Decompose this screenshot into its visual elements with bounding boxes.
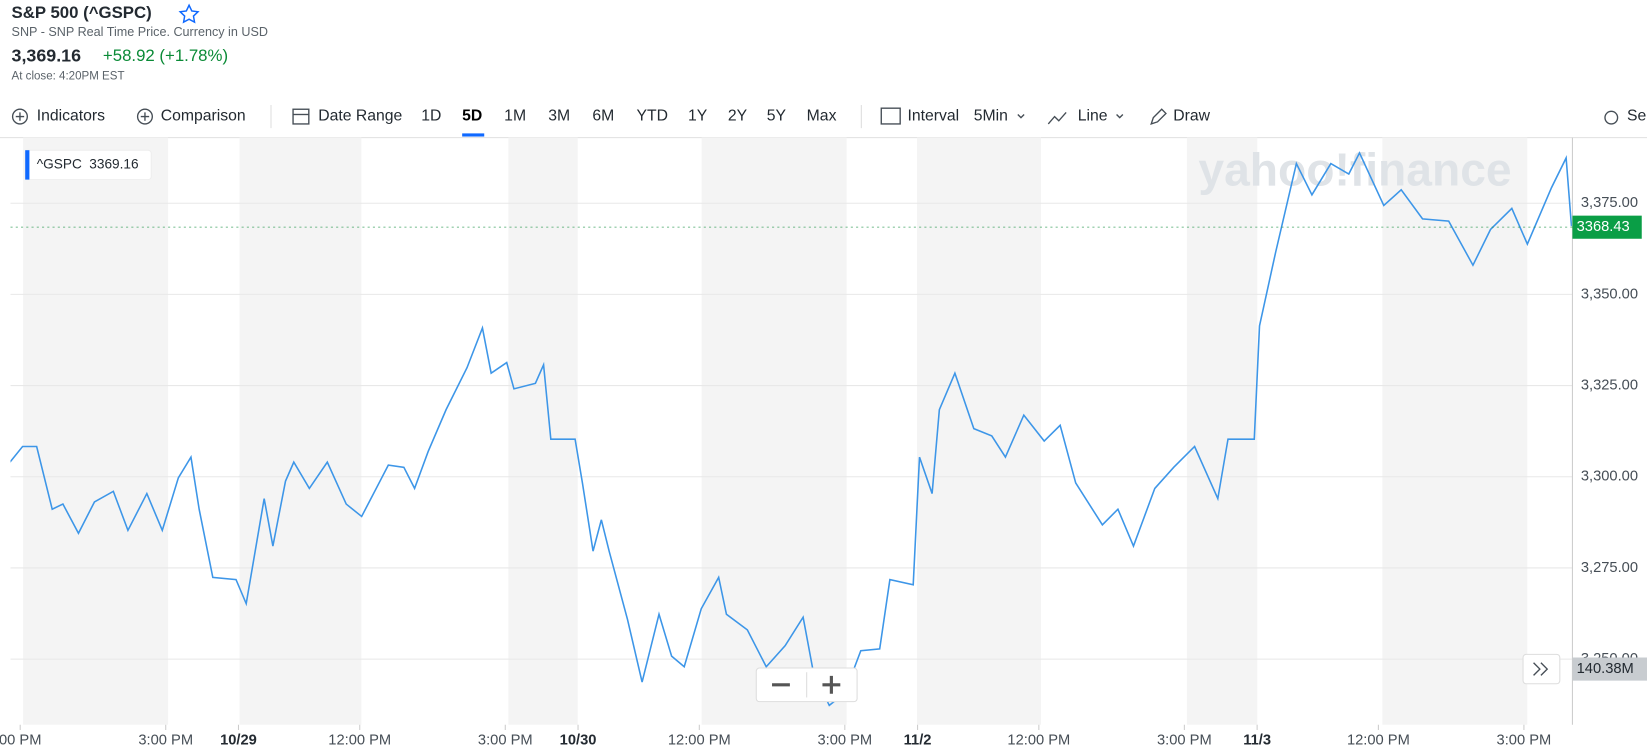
y-tick-label: 3,350.00 <box>1581 286 1638 302</box>
interval-value[interactable]: 5Min <box>974 108 1008 125</box>
icon <box>1533 662 1549 676</box>
line-button[interactable]: Line <box>1078 108 1108 125</box>
icon <box>1604 110 1619 125</box>
y-tick-label: 3,375.00 <box>1581 195 1638 211</box>
range-button[interactable]: 1D <box>421 108 441 125</box>
icon <box>1017 114 1025 119</box>
watermark: yahoo!finance <box>1198 144 1511 196</box>
x-tick-label: 3:00 PM <box>138 732 193 748</box>
range-button[interactable]: 1Y <box>688 108 708 125</box>
legend-swatch <box>25 150 30 180</box>
settings-button[interactable]: Se <box>1627 108 1647 125</box>
range-button[interactable]: YTD <box>637 108 669 125</box>
price-line <box>10 151 1573 707</box>
interval-label[interactable]: Interval <box>908 108 960 125</box>
icon <box>11 108 28 125</box>
icon <box>1150 108 1167 126</box>
icon <box>136 108 153 125</box>
icon <box>292 108 310 125</box>
y-tick-label: 3,300.00 <box>1581 469 1638 485</box>
x-tick-label: 10/29 <box>220 732 257 748</box>
range-button[interactable]: 1M <box>504 108 526 125</box>
range-button[interactable]: 6M <box>592 108 614 125</box>
x-tick-label: 12:00 PM <box>668 732 731 748</box>
last-price-label: 3368.43 <box>1577 219 1630 235</box>
x-tick-label: 3:00 PM <box>478 732 533 748</box>
expand-button[interactable] <box>1522 653 1561 685</box>
icon <box>140 112 150 121</box>
volume-label: 140.38M <box>1577 661 1634 677</box>
icon <box>15 112 25 121</box>
toolbar: Indicators Comparison Date Range 1D 5D 1M 3… <box>11 105 1647 137</box>
icon <box>1116 114 1124 119</box>
range-button[interactable]: 5Y <box>767 108 787 125</box>
indicators-button[interactable]: Indicators <box>37 108 105 125</box>
legend-value: 3369.16 <box>89 157 138 172</box>
watchlist-star[interactable] <box>178 3 200 24</box>
icon <box>1047 111 1067 125</box>
subtitle: SNP - SNP Real Time Price. Currency in U… <box>12 25 268 39</box>
time-bands <box>23 137 1528 725</box>
range-button[interactable]: 3M <box>548 108 570 125</box>
x-tick-label: 3:00 PM <box>1157 732 1212 748</box>
range-button[interactable]: Max <box>807 108 837 125</box>
range-selected-underline <box>462 133 485 137</box>
legend-name: ^GSPC <box>37 157 82 172</box>
price-change: +58.92 (+1.78%) <box>103 46 228 65</box>
close-note: At close: 4:20PM EST <box>12 71 125 83</box>
x-tick-label: 12:00 PM <box>328 732 391 748</box>
date-range-button[interactable]: Date Range <box>318 108 402 125</box>
x-tick-label: 12:00 PM <box>1007 732 1070 748</box>
range-button[interactable]: 5D <box>462 108 482 125</box>
x-tick-label: 00 PM <box>0 732 41 748</box>
range-button[interactable]: 2Y <box>728 108 748 125</box>
last-price-tag <box>1572 215 1642 239</box>
x-tick-label: 3:00 PM <box>1497 732 1552 748</box>
icon <box>880 107 901 125</box>
price: 3,369.16 <box>12 45 82 65</box>
x-tick-label: 3:00 PM <box>817 732 872 748</box>
volume-tag <box>1572 657 1647 681</box>
y-tick-label: 3,275.00 <box>1581 560 1638 576</box>
zoom-in[interactable] <box>822 675 841 694</box>
x-tick-label: 11/3 <box>1243 732 1271 748</box>
draw-button[interactable]: Draw <box>1173 108 1210 125</box>
comparison-button[interactable]: Comparison <box>161 108 246 125</box>
x-tick-label: 12:00 PM <box>1347 732 1410 748</box>
x-tick-label: 11/2 <box>904 732 932 748</box>
y-tick-label: 3,325.00 <box>1581 377 1638 393</box>
title: S&P 500 (^GSPC) <box>12 3 152 22</box>
x-tick-label: 10/30 <box>560 732 597 748</box>
